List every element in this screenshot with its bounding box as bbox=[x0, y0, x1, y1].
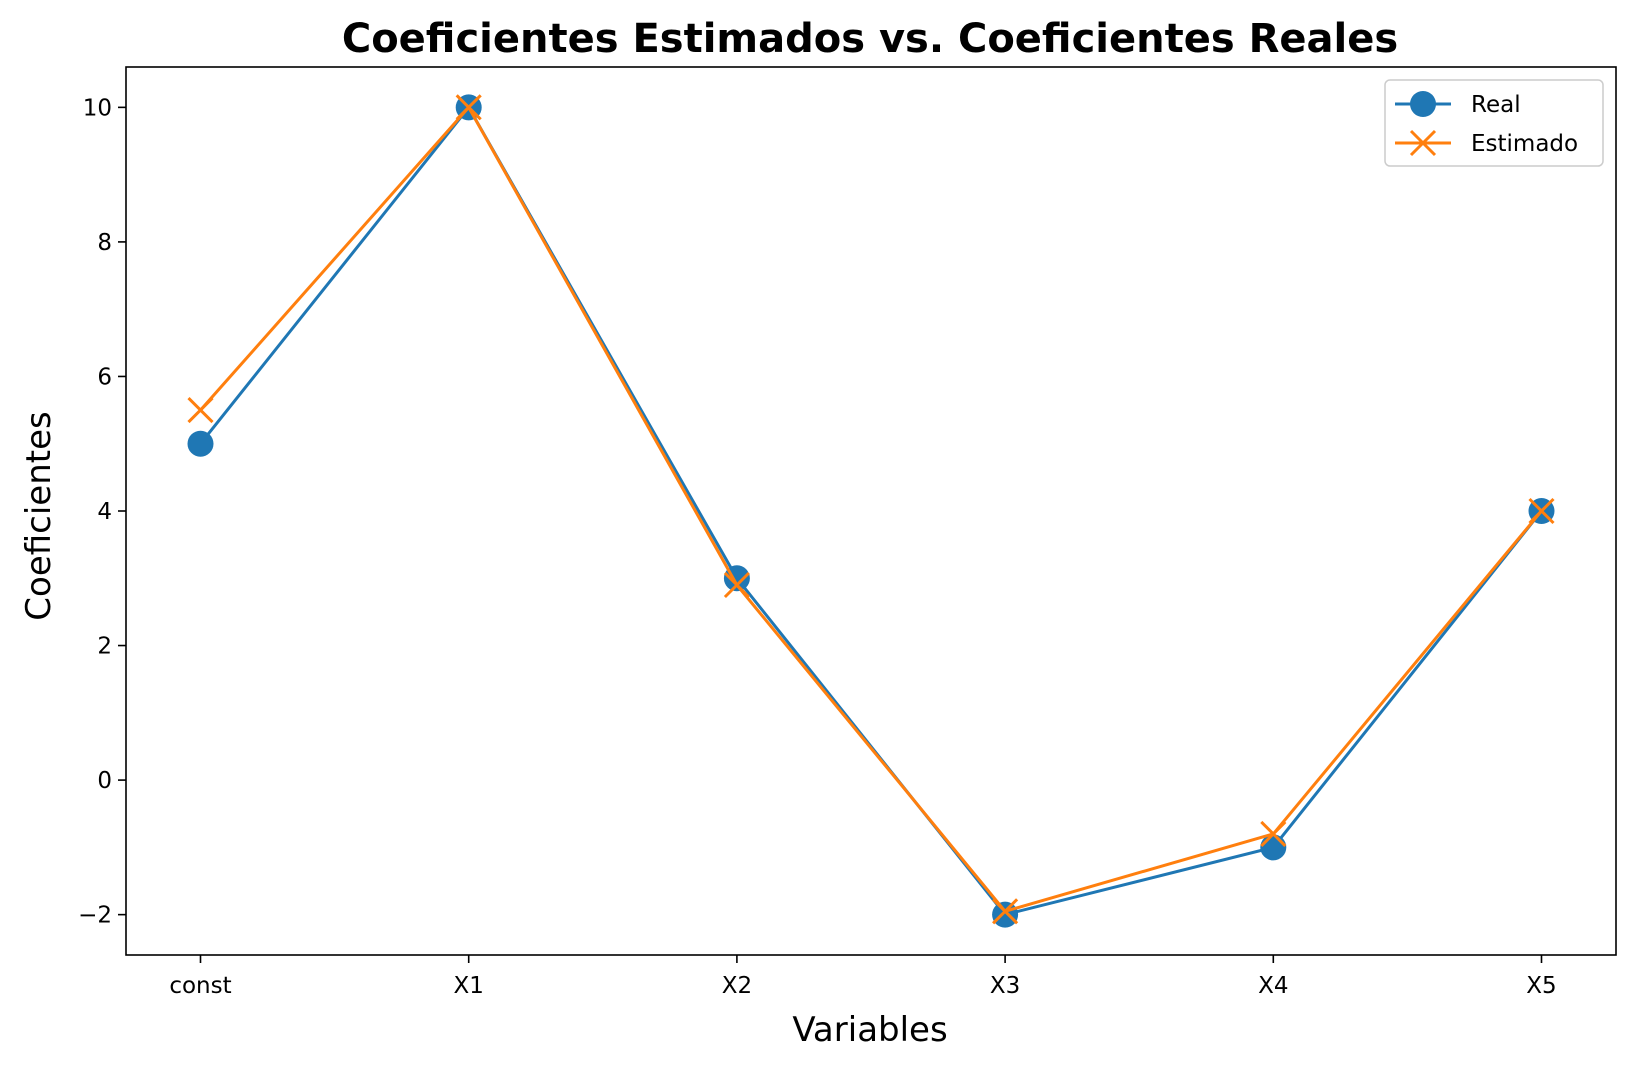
legend-marker-circle bbox=[1410, 91, 1436, 117]
x-tick-label-X2: X2 bbox=[722, 973, 752, 999]
point-real-X4 bbox=[1260, 834, 1287, 861]
x-tick-label-X4: X4 bbox=[1258, 973, 1288, 999]
point-estimado-X1 bbox=[455, 94, 482, 121]
point-real-const bbox=[187, 430, 214, 457]
y-tick-label-6: 10 bbox=[83, 95, 112, 121]
point-estimado-X4 bbox=[1260, 820, 1287, 847]
point-estimado-X2 bbox=[723, 571, 750, 599]
y-tick-label-0: −2 bbox=[78, 903, 112, 929]
legend-entry-real: Real bbox=[1395, 91, 1521, 118]
x-tick-label-X1: X1 bbox=[454, 973, 484, 999]
x-tick-label-X3: X3 bbox=[990, 973, 1020, 999]
point-real-X3 bbox=[992, 901, 1019, 928]
y-tick-label-4: 6 bbox=[97, 364, 112, 390]
y-axis-label: Coeficientes bbox=[19, 411, 59, 620]
y-tick-label-5: 8 bbox=[97, 230, 112, 256]
plot-area bbox=[187, 94, 1555, 928]
legend-label-real: Real bbox=[1471, 92, 1521, 118]
y-tick-label-2: 2 bbox=[97, 634, 112, 660]
y-tick-label-1: 0 bbox=[97, 768, 112, 794]
point-estimado-X5 bbox=[1528, 497, 1555, 525]
y-tick-label-3: 4 bbox=[97, 499, 112, 525]
point-estimado-X3 bbox=[992, 898, 1019, 925]
legend: Real Estimado bbox=[1384, 79, 1604, 167]
legend-entry-estimado: Estimado bbox=[1395, 129, 1578, 157]
chart-title: Coeficientes Estimados vs. Coeficientes … bbox=[342, 16, 1398, 62]
x-tick-label-X5: X5 bbox=[1526, 973, 1556, 999]
legend-label-estimado: Estimado bbox=[1471, 131, 1578, 157]
x-tick-label-const: const bbox=[169, 973, 231, 999]
axes: const X1 X2 X3 X4 X5 −2 0 2 4 6 8 10 bbox=[78, 95, 1557, 999]
x-axis-label: Variables bbox=[792, 1010, 947, 1050]
point-estimado-const bbox=[187, 397, 214, 424]
series-line-estimado bbox=[199, 105, 1543, 913]
